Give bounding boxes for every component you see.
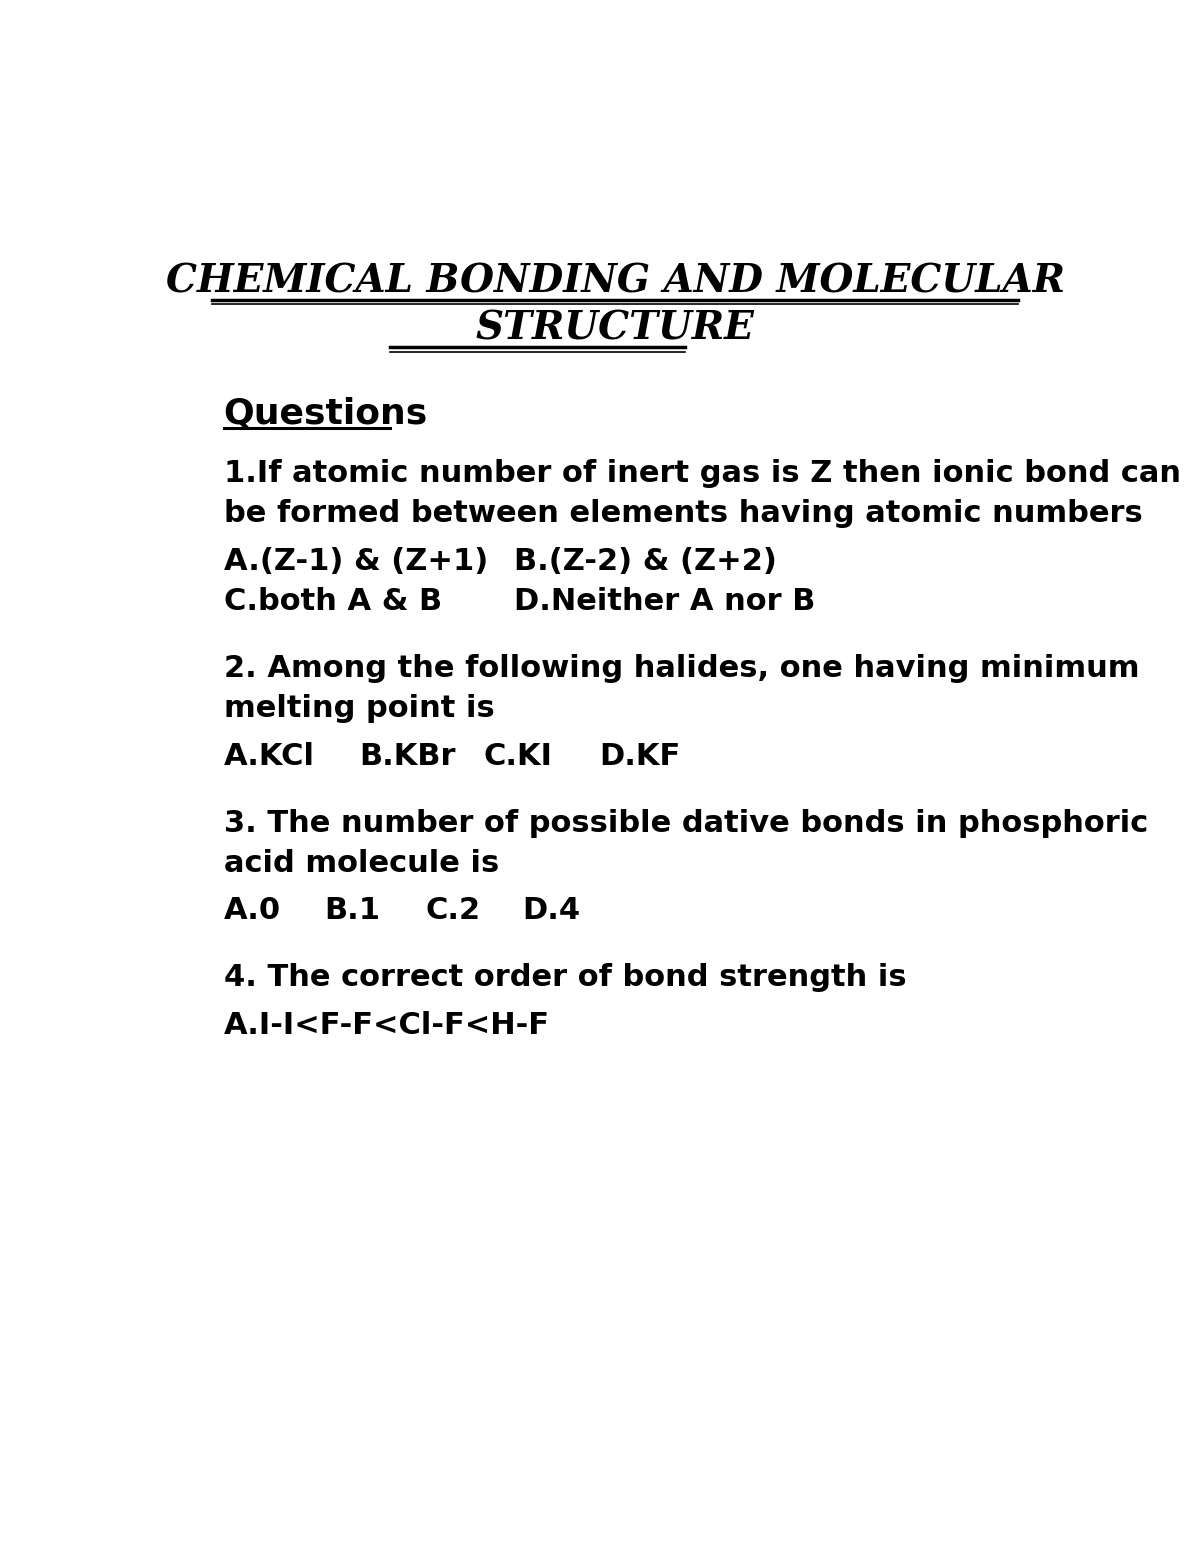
Text: C.both A & B: C.both A & B — [223, 587, 442, 617]
Text: B.KBr: B.KBr — [359, 742, 456, 770]
Text: A.(Z-1) & (Z+1): A.(Z-1) & (Z+1) — [223, 547, 488, 576]
Text: CHEMICAL BONDING AND MOLECULAR: CHEMICAL BONDING AND MOLECULAR — [166, 262, 1064, 300]
Text: A.I-I<F-F<Cl-F<H-F: A.I-I<F-F<Cl-F<H-F — [223, 1011, 550, 1041]
Text: A.KCl: A.KCl — [223, 742, 314, 770]
Text: B.(Z-2) & (Z+2): B.(Z-2) & (Z+2) — [515, 547, 778, 576]
Text: STRUCTURE: STRUCTURE — [475, 309, 755, 348]
Text: melting point is: melting point is — [223, 694, 494, 722]
Text: D.4: D.4 — [522, 896, 580, 926]
Text: D.KF: D.KF — [600, 742, 680, 770]
Text: 2. Among the following halides, one having minimum: 2. Among the following halides, one havi… — [223, 654, 1139, 683]
Text: D.Neither A nor B: D.Neither A nor B — [515, 587, 816, 617]
Text: C.2: C.2 — [425, 896, 480, 926]
Text: be formed between elements having atomic numbers: be formed between elements having atomic… — [223, 499, 1142, 528]
Text: A.0: A.0 — [223, 896, 281, 926]
Text: 4. The correct order of bond strength is: 4. The correct order of bond strength is — [223, 963, 906, 992]
Text: Questions: Questions — [223, 396, 428, 430]
Text: 1.If atomic number of inert gas is Z then ionic bond can: 1.If atomic number of inert gas is Z the… — [223, 460, 1181, 488]
Text: 3. The number of possible dative bonds in phosphoric: 3. The number of possible dative bonds i… — [223, 809, 1148, 837]
Text: acid molecule is: acid molecule is — [223, 848, 499, 877]
Text: C.KI: C.KI — [484, 742, 552, 770]
Text: B.1: B.1 — [324, 896, 380, 926]
